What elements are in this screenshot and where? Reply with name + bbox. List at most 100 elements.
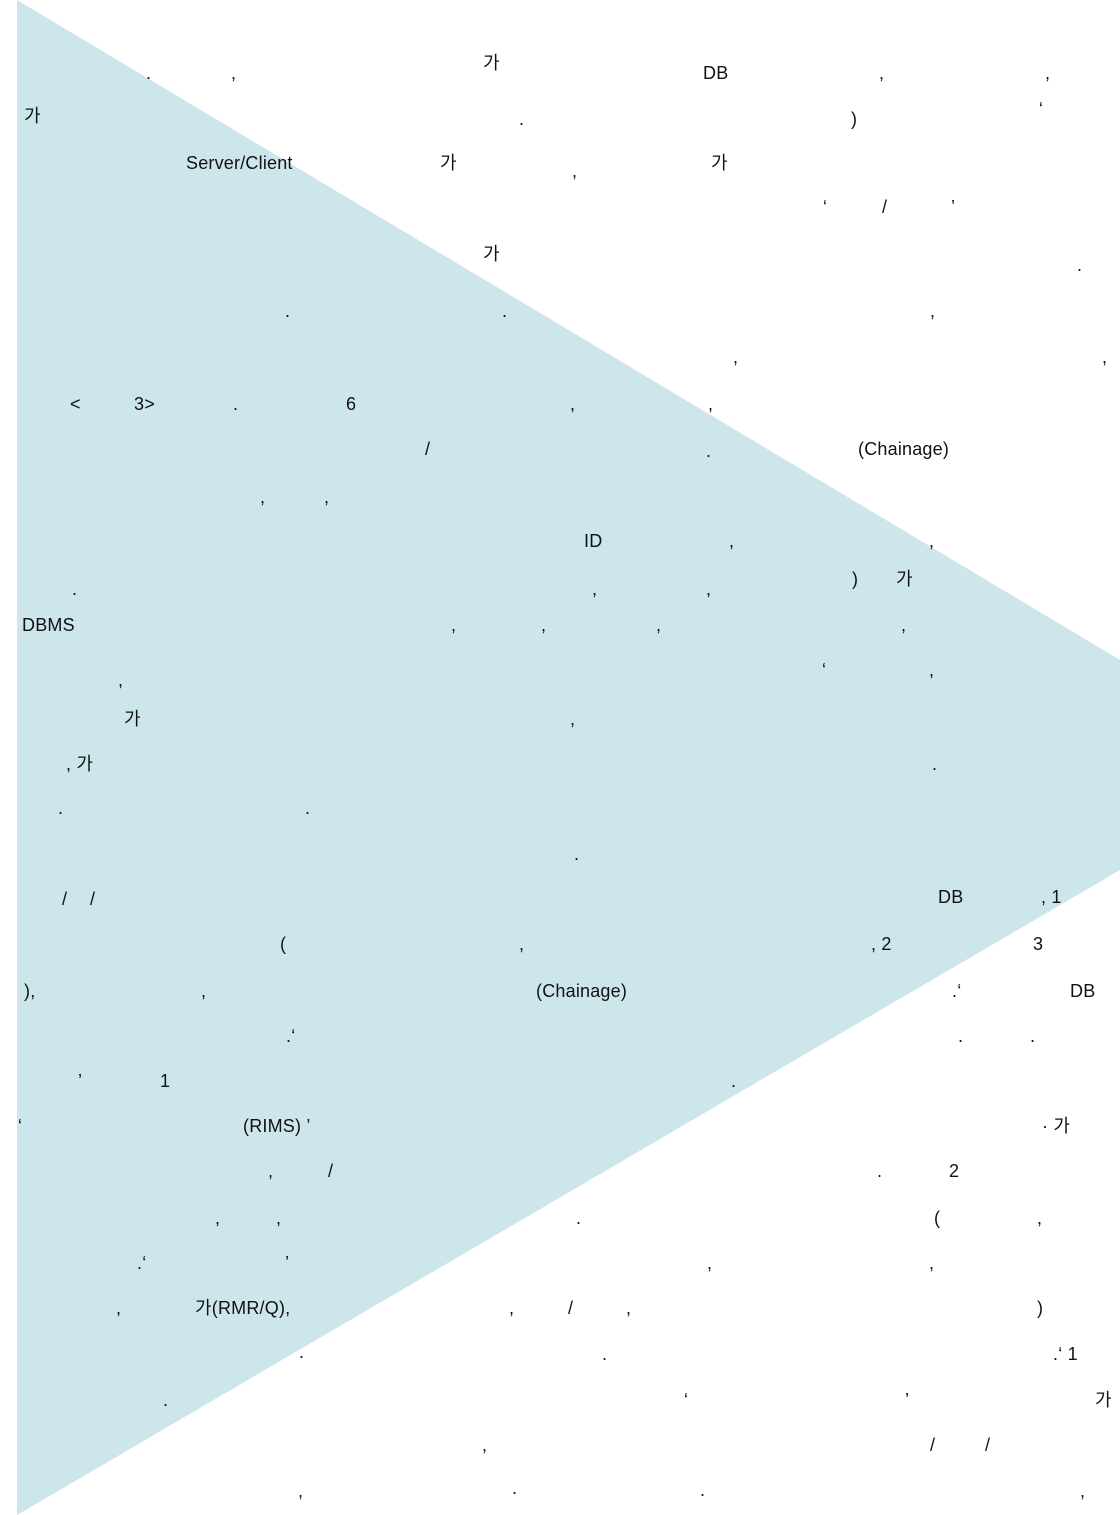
text-fragment: DB bbox=[938, 887, 964, 907]
text-fragment: , bbox=[879, 63, 885, 83]
text-fragment: , bbox=[929, 1253, 935, 1273]
text-fragment: , bbox=[519, 934, 525, 954]
text-fragment: , 2 bbox=[871, 934, 892, 954]
text-fragment: DBMS bbox=[22, 615, 75, 635]
text-fragment: 가 bbox=[440, 153, 457, 173]
text-fragment: / bbox=[882, 197, 888, 217]
text-fragment: ), bbox=[24, 981, 36, 1001]
text-fragment: · 가 bbox=[1042, 1116, 1071, 1136]
text-fragment: ( bbox=[280, 934, 287, 954]
text-fragment: . bbox=[576, 1208, 582, 1228]
text-fragment: , bbox=[116, 1298, 122, 1318]
text-fragment: 3 bbox=[1033, 934, 1044, 954]
text-fragment: , bbox=[929, 660, 935, 680]
text-fragment: ) bbox=[1037, 1298, 1044, 1318]
text-fragment: .‘ bbox=[137, 1253, 147, 1273]
text-fragment: , bbox=[708, 394, 714, 414]
text-fragment: , bbox=[201, 981, 207, 1001]
text-fragment: , bbox=[570, 709, 576, 729]
text-fragment: . bbox=[602, 1344, 608, 1364]
text-fragment: ‘ bbox=[1039, 99, 1044, 119]
text-fragment: , bbox=[1045, 63, 1051, 83]
text-fragment: 가 bbox=[483, 244, 500, 264]
text-fragment: . bbox=[305, 798, 311, 818]
text-fragment: , bbox=[231, 63, 237, 83]
text-fragment: ) bbox=[852, 569, 859, 589]
text-fragment: ‘ bbox=[684, 1390, 689, 1410]
text-fragment: , 가 bbox=[66, 754, 94, 774]
text-fragment: 6 bbox=[346, 394, 357, 414]
text-fragment: 가 bbox=[896, 569, 913, 589]
text-fragment: ) bbox=[851, 109, 858, 129]
text-fragment: . bbox=[877, 1161, 883, 1181]
text-fragment: . bbox=[958, 1026, 964, 1046]
text-fragment: / bbox=[930, 1435, 936, 1455]
text-fragment: DB bbox=[1070, 981, 1096, 1001]
text-fragment: . bbox=[233, 394, 239, 414]
text-fragment: 가(RMR/Q), bbox=[195, 1298, 291, 1318]
text-fragment: , bbox=[451, 615, 457, 635]
text-fragment: / bbox=[425, 439, 431, 459]
text-fragment: . bbox=[1030, 1026, 1036, 1046]
watermark-triangle-shape bbox=[17, 0, 1120, 1515]
text-fragment: , bbox=[215, 1208, 221, 1228]
text-fragment: . bbox=[700, 1480, 706, 1500]
text-fragment: , 1 bbox=[1041, 887, 1062, 907]
text-fragment: DB bbox=[703, 63, 729, 83]
text-fragment: , bbox=[572, 161, 578, 181]
text-fragment: ’ bbox=[78, 1071, 83, 1091]
text-fragment: 2 bbox=[949, 1161, 960, 1181]
text-fragment: 1 bbox=[160, 1071, 171, 1091]
text-fragment: , bbox=[930, 301, 936, 321]
text-fragment: . bbox=[285, 301, 291, 321]
text-fragment: , bbox=[707, 1253, 713, 1273]
text-fragment: ’ bbox=[905, 1390, 910, 1410]
text-fragment: , bbox=[706, 579, 712, 599]
text-fragment: (Chainage) bbox=[536, 981, 628, 1001]
text-fragment: , bbox=[482, 1435, 488, 1455]
text-fragment: .‘ bbox=[952, 981, 962, 1001]
text-fragment: 가 bbox=[711, 153, 728, 173]
text-fragment: / bbox=[985, 1435, 991, 1455]
text-fragment: . bbox=[731, 1071, 737, 1091]
text-fragment: . bbox=[512, 1478, 518, 1498]
text-fragment: .‘ 1 bbox=[1053, 1344, 1078, 1364]
text-fragment: (Chainage) bbox=[858, 439, 950, 459]
text-fragment: / bbox=[90, 889, 96, 909]
text-fragment: , bbox=[324, 487, 330, 507]
text-fragment: , bbox=[733, 347, 739, 367]
text-fragment: ‘ bbox=[822, 660, 827, 680]
text-fragment: , bbox=[298, 1481, 304, 1501]
text-fragment: , bbox=[929, 531, 935, 551]
text-fragment: , bbox=[592, 579, 598, 599]
text-fragment: , bbox=[260, 487, 266, 507]
text-fragment: . bbox=[299, 1342, 305, 1362]
text-fragment: . bbox=[519, 109, 525, 129]
text-fragment: ’ bbox=[951, 197, 956, 217]
text-fragment: ‘ bbox=[823, 197, 828, 217]
text-fragment: . bbox=[163, 1390, 169, 1410]
text-fragment: / bbox=[62, 889, 68, 909]
text-fragment: .‘ bbox=[286, 1026, 296, 1046]
text-fragment: 가 bbox=[483, 53, 500, 73]
text-fragment: 가 bbox=[124, 709, 141, 729]
text-fragment: , bbox=[656, 615, 662, 635]
text-fragment: 가 bbox=[24, 106, 41, 126]
text-fragment: , bbox=[1080, 1481, 1086, 1501]
text-fragment: , bbox=[626, 1298, 632, 1318]
text-fragment: . bbox=[58, 798, 64, 818]
text-fragment: ID bbox=[584, 531, 603, 551]
text-fragment: , bbox=[118, 670, 124, 690]
text-fragment: . bbox=[146, 63, 152, 83]
text-fragment: (RIMS) ’ bbox=[243, 1116, 311, 1136]
text-fragment: . bbox=[932, 754, 938, 774]
text-fragment: ’ bbox=[285, 1253, 290, 1273]
text-fragment: . bbox=[706, 441, 712, 461]
text-fragment: . bbox=[574, 844, 580, 864]
text-fragment: < bbox=[70, 394, 81, 414]
text-fragment: 가 bbox=[1095, 1390, 1112, 1410]
text-fragment: / bbox=[328, 1161, 334, 1181]
text-fragment: . bbox=[72, 579, 78, 599]
